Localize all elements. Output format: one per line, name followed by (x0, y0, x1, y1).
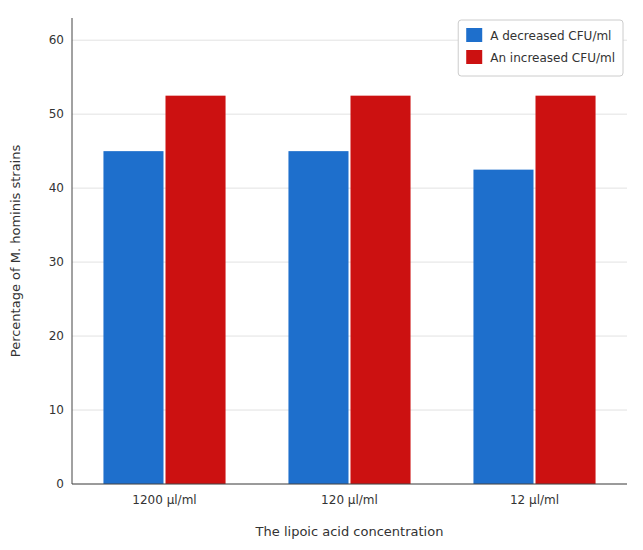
grid (72, 40, 627, 484)
bar (473, 170, 533, 484)
y-tick-label: 10 (49, 403, 64, 417)
y-axis-line (72, 18, 73, 484)
x-tick-label: 12 μl/ml (510, 493, 559, 507)
legend-label: A decreased CFU/ml (490, 29, 611, 43)
x-axis-ticks: 1200 μl/ml 120 μl/ml 12 μl/ml (132, 493, 559, 507)
legend-swatch (466, 28, 482, 42)
x-tick-label: 120 μl/ml (321, 493, 378, 507)
bar (166, 96, 226, 484)
bars (103, 96, 595, 484)
grid-line (72, 484, 627, 485)
y-tick-label: 50 (49, 107, 64, 121)
legend: A decreased CFU/ml An increased CFU/ml (458, 20, 623, 76)
legend-label: An increased CFU/ml (490, 51, 615, 65)
x-tick-label: 1200 μl/ml (132, 493, 196, 507)
chart-svg: 0 10 20 30 40 50 60 1200 μl/ml 120 μl/ml 12 μl/ml… (0, 0, 643, 550)
bar (288, 151, 348, 484)
legend-box (458, 20, 623, 76)
y-tick-label: 20 (49, 329, 64, 343)
bar (351, 96, 411, 484)
x-axis-title: The lipoic acid concentration (255, 524, 444, 539)
y-tick-label: 40 (49, 181, 64, 195)
bar (536, 96, 596, 484)
y-tick-label: 0 (56, 477, 64, 491)
y-axis-ticks: 0 10 20 30 40 50 60 (49, 33, 64, 491)
chart-container: 0 10 20 30 40 50 60 1200 μl/ml 120 μl/ml 12 μl/ml… (0, 0, 643, 550)
legend-swatch (466, 50, 482, 64)
bar (103, 151, 163, 484)
x-axis-line (72, 484, 627, 485)
y-axis-title: Percentage of M. hominis strains (8, 145, 23, 358)
y-tick-label: 30 (49, 255, 64, 269)
y-tick-label: 60 (49, 33, 64, 47)
